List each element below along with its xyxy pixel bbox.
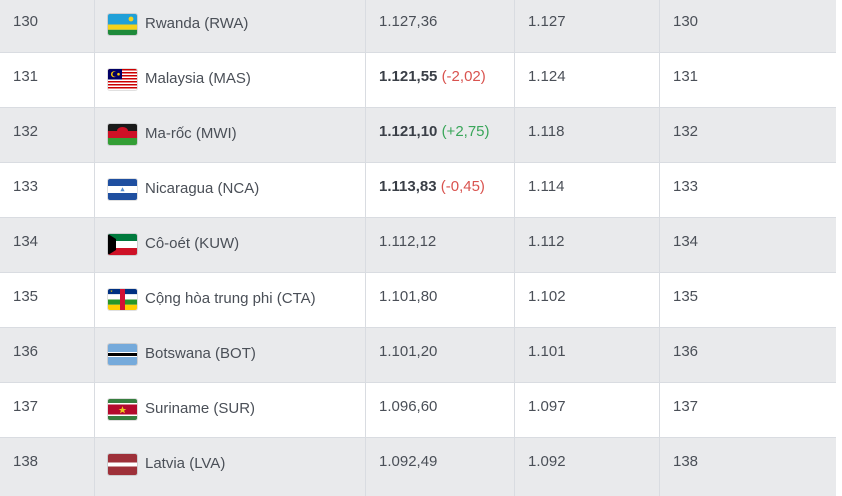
team-cell[interactable]: Ma-rốc (MWI) [95, 108, 366, 162]
points-cell: 1.096,60 [366, 383, 515, 437]
points-value: 1.113,83 [379, 178, 437, 195]
botswana-flag-icon [108, 344, 137, 365]
table-row: 137 Suriname (SUR) 1.096,60 1.097 137 [0, 383, 836, 438]
table-row: 132 Ma-rốc (MWI) 1.121,10 (+2,75) 1.118 … [0, 108, 836, 163]
points-value: 1.121,10 [379, 123, 438, 140]
team-name[interactable]: Botswana (BOT) [145, 345, 256, 362]
points-cell: 1.101,20 [366, 328, 515, 382]
points-cell: 1.127,36 [366, 0, 515, 52]
team-name[interactable]: Latvia (LVA) [145, 455, 226, 472]
previous-rank-cell: 133 [673, 178, 699, 195]
team-cell[interactable]: Suriname (SUR) [95, 383, 366, 437]
malaysia-flag-icon [108, 69, 137, 90]
team-cell[interactable]: Cộng hòa trung phi (CTA) [95, 273, 366, 327]
previous-rank-cell: 132 [673, 123, 699, 140]
previous-rank-cell: 131 [673, 68, 699, 85]
suriname-flag-icon [108, 399, 137, 420]
table-row: 136 Botswana (BOT) 1.101,20 1.101 136 [0, 328, 836, 383]
points-value: 1.096,60 [379, 398, 438, 415]
previous-rank-cell: 135 [673, 288, 699, 305]
previous-points-cell: 1.124 [515, 53, 660, 107]
previous-points-cell: 1.097 [515, 383, 660, 437]
latvia-flag-icon [108, 454, 137, 475]
points-change: (-2,02) [441, 68, 486, 85]
previous-rank-cell: 130 [673, 13, 699, 30]
points-change: (+2,75) [441, 123, 490, 140]
table-row: 133 Nicaragua (NCA) 1.113,83 (-0,45) 1.1… [0, 163, 836, 218]
rank-cell: 130 [0, 0, 95, 52]
table-row: 138 Latvia (LVA) 1.092,49 1.092 138 [0, 438, 836, 496]
table-row: 134 Cô-oét (KUW) 1.112,12 1.112 134 [0, 218, 836, 273]
table-row: 131 Malaysia (MAS) [0, 53, 836, 108]
team-name[interactable]: Malaysia (MAS) [145, 70, 251, 87]
rank-cell: 131 [0, 53, 95, 107]
previous-rank-cell: 137 [673, 398, 699, 415]
points-value: 1.112,12 [379, 233, 437, 250]
previous-points-cell: 1.112 [515, 218, 660, 272]
previous-points-cell: 1.092 [515, 438, 660, 496]
rank-cell: 136 [0, 328, 95, 382]
team-name[interactable]: Rwanda (RWA) [145, 15, 249, 32]
table-row: 130 Rwanda (RWA) 1.127,36 1.127 130 [0, 0, 836, 53]
previous-points-cell: 1.114 [515, 163, 660, 217]
previous-rank-cell: 138 [673, 453, 699, 470]
points-cell: 1.113,83 (-0,45) [366, 163, 515, 217]
team-name[interactable]: Nicaragua (NCA) [145, 180, 260, 197]
team-name[interactable]: Suriname (SUR) [145, 400, 256, 417]
points-value: 1.101,80 [379, 288, 438, 305]
points-cell: 1.092,49 [366, 438, 515, 496]
previous-rank-cell: 136 [673, 343, 699, 360]
team-name[interactable]: Cộng hòa trung phi (CTA) [145, 290, 316, 307]
previous-rank-cell: 134 [673, 233, 699, 250]
rank-cell: 138 [0, 438, 95, 496]
page-edge [836, 0, 842, 496]
previous-points-cell: 1.101 [515, 328, 660, 382]
previous-points-cell: 1.127 [515, 0, 660, 52]
rank-cell: 133 [0, 163, 95, 217]
points-cell: 1.121,55 (-2,02) [366, 53, 515, 107]
points-cell: 1.121,10 (+2,75) [366, 108, 515, 162]
rank-cell: 137 [0, 383, 95, 437]
team-cell[interactable]: Nicaragua (NCA) [95, 163, 366, 217]
team-cell[interactable]: Latvia (LVA) [95, 438, 366, 496]
points-value: 1.121,55 [379, 68, 438, 85]
malawi-flag-icon [108, 124, 137, 145]
team-cell[interactable]: Rwanda (RWA) [95, 0, 366, 52]
kuwait-flag-icon [108, 234, 137, 255]
table-row: 135 Cộng hòa trung phi (CTA) 1.101,80 1.… [0, 273, 836, 328]
team-cell[interactable]: Botswana (BOT) [95, 328, 366, 382]
points-change: (-0,45) [440, 178, 485, 195]
previous-points-cell: 1.118 [515, 108, 660, 162]
team-cell[interactable]: Cô-oét (KUW) [95, 218, 366, 272]
points-value: 1.127,36 [379, 13, 438, 30]
rank-cell: 135 [0, 273, 95, 327]
rwanda-flag-icon [108, 14, 137, 35]
points-cell: 1.112,12 [366, 218, 515, 272]
points-cell: 1.101,80 [366, 273, 515, 327]
previous-points-cell: 1.102 [515, 273, 660, 327]
points-value: 1.101,20 [379, 343, 438, 360]
rank-cell: 132 [0, 108, 95, 162]
team-cell[interactable]: Malaysia (MAS) [95, 53, 366, 107]
nicaragua-flag-icon [108, 179, 137, 200]
central-african-republic-flag-icon [108, 289, 137, 310]
team-name[interactable]: Ma-rốc (MWI) [145, 125, 237, 142]
points-value: 1.092,49 [379, 453, 438, 470]
team-name[interactable]: Cô-oét (KUW) [145, 235, 240, 252]
rank-cell: 134 [0, 218, 95, 272]
